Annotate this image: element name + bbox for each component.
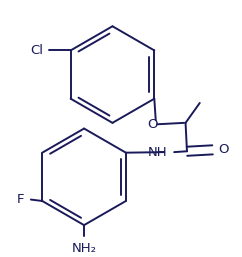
Text: NH: NH <box>147 146 167 159</box>
Text: NH₂: NH₂ <box>72 242 97 255</box>
Text: O: O <box>148 118 158 131</box>
Text: Cl: Cl <box>31 44 44 57</box>
Text: F: F <box>16 193 24 206</box>
Text: O: O <box>218 143 229 156</box>
